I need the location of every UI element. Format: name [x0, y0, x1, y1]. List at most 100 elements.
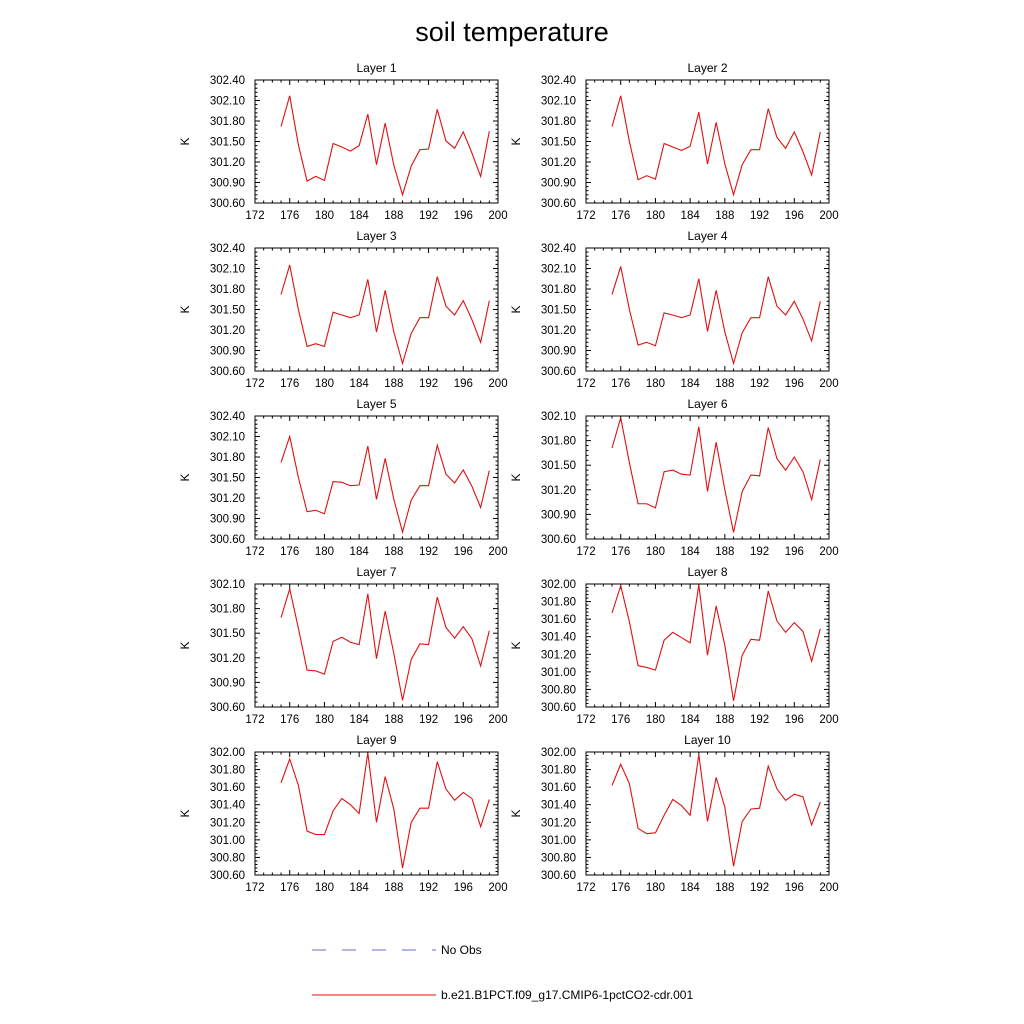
- y-tick-label: 300.80: [210, 852, 245, 864]
- plot-frame: [254, 583, 499, 708]
- x-tick-label: 196: [785, 378, 804, 390]
- x-tick-label: 192: [750, 882, 769, 894]
- x-tick-label: 196: [454, 210, 473, 222]
- y-tick-label: 302.40: [210, 243, 245, 255]
- y-tick-label: 300.90: [210, 677, 245, 689]
- plot-frame: [585, 79, 830, 204]
- plot-frame: [254, 79, 499, 204]
- y-axis-label: K: [509, 137, 523, 145]
- x-tick-label: 196: [454, 378, 473, 390]
- x-tick-label: 192: [419, 210, 438, 222]
- x-tick-label: 184: [681, 546, 701, 558]
- panel-title: Layer 2: [687, 61, 727, 75]
- x-tick-label: 172: [245, 546, 264, 558]
- x-tick-label: 180: [315, 378, 334, 390]
- legend: No Obs b.e21.B1PCT.f09_g17.CMIP6-1pctCO2…: [312, 943, 693, 1002]
- y-axis-label: K: [509, 473, 523, 481]
- y-tick-label: 302.40: [210, 75, 245, 87]
- y-tick-label: 301.80: [210, 284, 245, 296]
- y-tick-label: 300.60: [210, 366, 245, 378]
- y-tick-label: 300.60: [210, 534, 245, 546]
- y-tick-label: 301.40: [541, 632, 576, 644]
- y-tick-label: 301.00: [541, 667, 576, 679]
- series-line-layer-8: [611, 583, 821, 701]
- x-tick-label: 184: [350, 882, 370, 894]
- y-tick-label: 301.80: [541, 765, 576, 777]
- y-tick-label: 302.40: [541, 75, 576, 87]
- y-tick-label: 300.90: [541, 509, 576, 521]
- plot-frame: [585, 583, 830, 708]
- series-line-layer-9: [280, 752, 490, 869]
- y-tick-label: 301.60: [210, 782, 245, 794]
- x-tick-label: 176: [280, 714, 299, 726]
- y-tick-label: 302.10: [210, 96, 245, 108]
- x-tick-label: 196: [785, 546, 804, 558]
- x-tick-label: 192: [750, 210, 769, 222]
- x-tick-label: 200: [488, 378, 507, 390]
- x-tick-label: 188: [715, 378, 734, 390]
- y-tick-label: 302.40: [541, 243, 576, 255]
- y-tick-label: 301.50: [541, 460, 576, 472]
- y-tick-label: 301.20: [210, 653, 245, 665]
- y-tick-label: 302.10: [541, 264, 576, 276]
- x-tick-label: 188: [384, 882, 403, 894]
- x-tick-label: 180: [646, 714, 665, 726]
- x-tick-label: 196: [454, 714, 473, 726]
- x-tick-label: 184: [681, 714, 701, 726]
- y-tick-label: 300.60: [541, 870, 576, 882]
- y-axis-label: K: [178, 641, 192, 649]
- series-line-layer-5: [280, 434, 490, 535]
- y-tick-label: 301.60: [541, 614, 576, 626]
- y-tick-label: 302.00: [541, 579, 576, 591]
- x-tick-label: 176: [611, 210, 630, 222]
- x-tick-label: 180: [315, 546, 334, 558]
- x-tick-label: 188: [715, 882, 734, 894]
- panel-title: Layer 7: [356, 565, 396, 579]
- y-axis-label: K: [509, 641, 523, 649]
- y-tick-label: 301.20: [541, 649, 576, 661]
- x-tick-label: 200: [488, 210, 507, 222]
- legend-label-model-run: b.e21.B1PCT.f09_g17.CMIP6-1pctCO2-cdr.00…: [441, 988, 693, 1002]
- y-tick-label: 301.50: [210, 473, 245, 485]
- x-tick-label: 172: [245, 714, 264, 726]
- x-tick-label: 172: [576, 714, 595, 726]
- figure-title: soil temperature: [415, 17, 609, 47]
- y-tick-label: 301.80: [210, 765, 245, 777]
- x-tick-label: 184: [350, 210, 370, 222]
- legend-label-no-obs: No Obs: [441, 943, 482, 957]
- panel-title: Layer 5: [356, 397, 396, 411]
- panel-title: Layer 3: [356, 229, 396, 243]
- y-tick-label: 300.80: [541, 684, 576, 696]
- x-tick-label: 184: [350, 714, 370, 726]
- x-tick-label: 180: [315, 882, 334, 894]
- panel-layer-8: 172 176 180 184 188 192 196 200 300.60 300.80 301.…: [509, 565, 839, 726]
- y-tick-label: 301.20: [210, 817, 245, 829]
- y-tick-label: 301.20: [541, 157, 576, 169]
- panel-title: Layer 8: [687, 565, 727, 579]
- x-tick-label: 172: [245, 378, 264, 390]
- y-tick-label: 301.40: [541, 800, 576, 812]
- y-tick-label: 301.50: [210, 628, 245, 640]
- y-tick-label: 301.50: [210, 137, 245, 149]
- y-tick-label: 302.10: [210, 264, 245, 276]
- series-line-layer-2: [611, 95, 821, 197]
- y-tick-label: 301.80: [541, 284, 576, 296]
- y-tick-label: 302.00: [541, 747, 576, 759]
- y-tick-label: 300.60: [210, 870, 245, 882]
- y-tick-label: 301.50: [210, 305, 245, 317]
- panel-grid: 172 176 180 184 188 192 196 200 300.60 300.90 301.…: [178, 61, 839, 894]
- y-tick-label: 300.60: [541, 366, 576, 378]
- plot-frame: [254, 247, 499, 372]
- x-tick-label: 176: [280, 378, 299, 390]
- x-tick-label: 200: [819, 882, 838, 894]
- y-tick-label: 300.90: [210, 346, 245, 358]
- series-line-layer-4: [611, 266, 821, 366]
- y-tick-label: 301.20: [210, 325, 245, 337]
- y-tick-label: 300.60: [541, 198, 576, 210]
- x-tick-label: 180: [315, 210, 334, 222]
- y-tick-label: 301.60: [541, 782, 576, 794]
- x-tick-label: 188: [715, 714, 734, 726]
- x-tick-label: 176: [611, 378, 630, 390]
- x-tick-label: 200: [488, 714, 507, 726]
- y-tick-label: 302.40: [210, 411, 245, 423]
